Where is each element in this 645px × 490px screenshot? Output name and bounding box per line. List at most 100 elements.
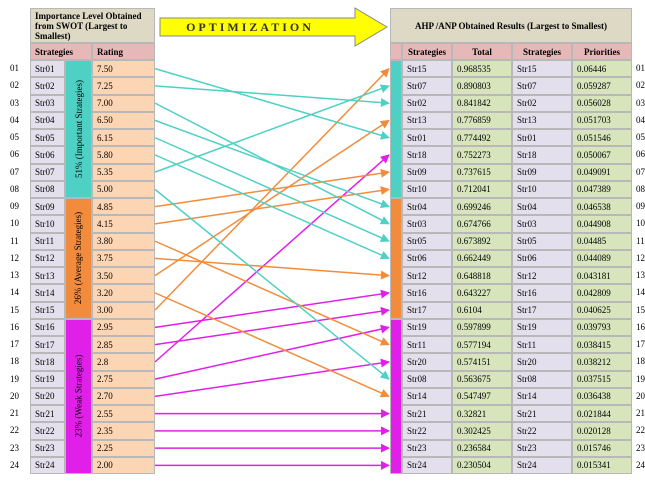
strategy-cell: Str18: [512, 146, 572, 164]
value-cell: 0.051703: [572, 111, 632, 129]
rating-cell: 7.25: [92, 77, 155, 95]
row-number: 09: [636, 201, 645, 211]
mapping-arrow: [154, 154, 390, 260]
mapping-arrow: [154, 85, 390, 108]
strategy-cell: Str21: [402, 405, 452, 423]
mapping-arrow: [154, 154, 390, 363]
value-cell: 0.674766: [452, 215, 512, 233]
strategy-cell: Str23: [30, 439, 65, 457]
strategy-cell: Str04: [512, 198, 572, 216]
row-number: 15: [10, 304, 19, 315]
group-label: 51% (Important Strategies): [73, 80, 84, 178]
row-number: 23: [10, 442, 19, 453]
value-cell: 0.236584: [452, 439, 512, 457]
strategy-cell: Str23: [512, 439, 572, 457]
optimization-arrow: [159, 7, 388, 47]
mapping-arrow: [154, 306, 390, 346]
strategy-cell: Str01: [512, 129, 572, 147]
value-cell: 0.040625: [572, 301, 632, 319]
rating-cell: 5.80: [92, 146, 155, 164]
value-cell: 0.776859: [452, 111, 512, 129]
value-cell: 0.32821: [452, 405, 512, 423]
value-cell: 0.044089: [572, 249, 632, 267]
row-number: 20: [10, 390, 19, 401]
mapping-arrow: [154, 67, 390, 140]
value-cell: 0.038415: [572, 336, 632, 354]
strategy-cell: Str09: [512, 163, 572, 181]
rating-cell: 2.55: [92, 405, 155, 423]
strategy-cell: Str20: [402, 353, 452, 371]
value-cell: 0.015746: [572, 439, 632, 457]
strategy-cell: Str06: [402, 249, 452, 267]
arrow-label: OPTIMIZATION: [186, 20, 314, 34]
row-number: 22: [10, 425, 19, 436]
row-number: 15: [636, 304, 645, 315]
mapping-arrow: [154, 240, 390, 346]
strategy-cell: Str10: [512, 180, 572, 198]
strategy-cell: Str03: [512, 215, 572, 233]
row-number: 13: [10, 270, 19, 280]
left-title: Importance Level Obtained from SWOT (Lar…: [30, 8, 155, 43]
row-number: 23: [636, 442, 645, 453]
row-number: 12: [636, 252, 645, 263]
strategy-cell: Str11: [402, 336, 452, 354]
strategy-cell: Str08: [30, 180, 65, 198]
value-cell: 0.712041: [452, 180, 512, 198]
rating-cell: 3.20: [92, 284, 155, 302]
strategy-cell: Str05: [402, 232, 452, 250]
value-cell: 0.662449: [452, 249, 512, 267]
rating-cell: 4.85: [92, 198, 155, 216]
strategy-cell: Str05: [30, 129, 65, 147]
strategy-cell: Str15: [402, 60, 452, 78]
strategy-cell: Str07: [402, 77, 452, 95]
rating-cell: 3.00: [92, 301, 155, 319]
row-number: 24: [10, 459, 19, 470]
value-cell: 0.038212: [572, 353, 632, 371]
strategy-cell: Str09: [30, 198, 65, 216]
column-header: Strategies: [512, 43, 572, 60]
strategy-cell: Str08: [512, 370, 572, 388]
strategy-cell: Str12: [30, 249, 65, 267]
row-number: 09: [10, 201, 19, 211]
strategy-cell: Str22: [512, 422, 572, 440]
mapping-arrow: [154, 324, 390, 380]
value-cell: 0.302425: [452, 422, 512, 440]
strategy-cell: Str20: [30, 387, 65, 405]
value-cell: 0.577194: [452, 336, 512, 354]
value-cell: 0.039793: [572, 318, 632, 336]
mapping-arrow: [154, 136, 390, 242]
strategy-cell: Str03: [402, 215, 452, 233]
strategy-cell: Str16: [30, 318, 65, 336]
row-number: 06: [10, 149, 19, 160]
row-number: 04: [636, 114, 645, 125]
value-cell: 0.043181: [572, 267, 632, 285]
column-header: Strategies: [402, 43, 452, 60]
value-cell: 0.230504: [452, 456, 512, 474]
row-number: 17: [10, 339, 19, 349]
value-cell: 0.015341: [572, 456, 632, 474]
group-band: 23% (Weak Strategies): [65, 318, 92, 474]
strategy-cell: Str13: [402, 111, 452, 129]
rating-cell: 3.80: [92, 232, 155, 250]
value-cell: 0.643227: [452, 284, 512, 302]
strategy-cell: Str17: [512, 301, 572, 319]
rating-cell: 3.50: [92, 267, 155, 285]
group-label: 26% (Average Strategies): [73, 212, 84, 305]
rating-cell: 2.35: [92, 422, 155, 440]
mapping-arrow: [154, 358, 390, 398]
strategy-cell: Str20: [512, 353, 572, 371]
row-number: 11: [10, 235, 19, 246]
row-number: 21: [636, 408, 645, 418]
row-number: 22: [636, 425, 645, 436]
value-cell: 0.051546: [572, 129, 632, 147]
mapping-arrow: [154, 292, 390, 398]
value-cell: 0.673892: [452, 232, 512, 250]
row-number: 04: [10, 114, 19, 125]
row-number: 16: [636, 321, 645, 332]
strategy-cell: Str01: [30, 60, 65, 78]
strategy-cell: Str19: [402, 318, 452, 336]
strategy-cell: Str22: [30, 422, 65, 440]
value-cell: 0.774492: [452, 129, 512, 147]
value-cell: 0.049091: [572, 163, 632, 181]
mapping-arrow: [154, 102, 390, 225]
